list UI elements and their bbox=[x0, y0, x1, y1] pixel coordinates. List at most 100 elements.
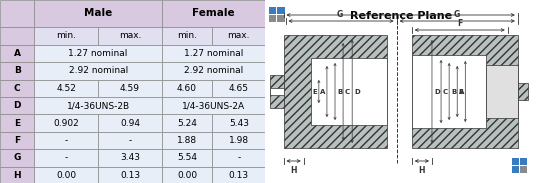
Text: B: B bbox=[337, 89, 343, 94]
Text: 5.43: 5.43 bbox=[229, 119, 249, 128]
Bar bbox=[162, 45, 265, 62]
Text: B: B bbox=[451, 89, 457, 94]
Bar bbox=[278, 15, 285, 22]
Bar bbox=[162, 167, 212, 183]
Bar bbox=[162, 0, 265, 27]
Text: E: E bbox=[458, 89, 463, 94]
Bar bbox=[212, 114, 265, 132]
Text: 1.27 nominal: 1.27 nominal bbox=[184, 49, 243, 58]
Text: H: H bbox=[13, 171, 21, 180]
Text: min.: min. bbox=[177, 31, 197, 40]
Bar bbox=[162, 27, 212, 45]
Text: 5.54: 5.54 bbox=[177, 153, 197, 162]
Text: 1.27 nominal: 1.27 nominal bbox=[69, 49, 128, 58]
Text: 4.52: 4.52 bbox=[56, 84, 76, 93]
Text: C: C bbox=[345, 89, 350, 94]
Text: 1.88: 1.88 bbox=[177, 136, 197, 145]
Bar bbox=[284, 35, 386, 148]
Bar bbox=[0, 27, 34, 45]
Text: 0.902: 0.902 bbox=[54, 119, 79, 128]
Text: Reference Plane: Reference Plane bbox=[349, 11, 452, 21]
Bar bbox=[270, 7, 277, 14]
Text: F: F bbox=[457, 19, 463, 28]
Bar bbox=[34, 27, 98, 45]
Text: G: G bbox=[13, 153, 21, 162]
Text: C: C bbox=[14, 84, 20, 93]
Bar bbox=[34, 149, 98, 167]
Text: C: C bbox=[443, 89, 448, 94]
Bar bbox=[0, 149, 34, 167]
Bar bbox=[270, 15, 277, 22]
Bar bbox=[0, 114, 34, 132]
Text: -: - bbox=[65, 136, 68, 145]
Bar bbox=[278, 7, 285, 14]
Text: Female: Female bbox=[192, 8, 235, 18]
Bar bbox=[34, 132, 98, 149]
Text: 3.43: 3.43 bbox=[120, 153, 140, 162]
Bar bbox=[518, 83, 528, 100]
Bar bbox=[0, 132, 34, 149]
Text: 2.92 nominal: 2.92 nominal bbox=[184, 66, 243, 75]
Text: D: D bbox=[434, 89, 440, 94]
Bar bbox=[34, 62, 162, 80]
Text: A: A bbox=[459, 89, 465, 94]
Bar bbox=[486, 65, 518, 118]
Bar bbox=[34, 97, 162, 114]
Text: Male: Male bbox=[84, 8, 113, 18]
Bar bbox=[512, 166, 519, 173]
Bar bbox=[34, 80, 98, 97]
Bar bbox=[162, 149, 212, 167]
Bar bbox=[270, 88, 284, 95]
Bar bbox=[162, 114, 212, 132]
Text: 0.00: 0.00 bbox=[177, 171, 197, 180]
Text: 4.59: 4.59 bbox=[120, 84, 140, 93]
Bar bbox=[212, 149, 265, 167]
Bar bbox=[0, 62, 34, 80]
Text: D: D bbox=[354, 89, 360, 94]
Text: H: H bbox=[291, 166, 297, 175]
Bar bbox=[34, 114, 98, 132]
Text: G: G bbox=[454, 10, 460, 19]
Text: A: A bbox=[319, 89, 325, 94]
Bar bbox=[212, 167, 265, 183]
Text: D: D bbox=[13, 101, 21, 110]
Text: 1/4-36UNS-2B: 1/4-36UNS-2B bbox=[66, 101, 130, 110]
Bar bbox=[412, 35, 518, 148]
Bar bbox=[162, 62, 265, 80]
Text: H: H bbox=[419, 166, 425, 175]
Bar bbox=[162, 97, 265, 114]
Text: F: F bbox=[14, 136, 20, 145]
Text: G: G bbox=[337, 10, 343, 19]
Bar bbox=[270, 75, 284, 108]
Bar bbox=[162, 80, 212, 97]
Bar bbox=[98, 167, 162, 183]
Text: min.: min. bbox=[56, 31, 76, 40]
Text: max.: max. bbox=[119, 31, 142, 40]
Text: 4.65: 4.65 bbox=[229, 84, 249, 93]
Text: 0.00: 0.00 bbox=[56, 171, 77, 180]
Text: 1/4-36UNS-2A: 1/4-36UNS-2A bbox=[182, 101, 245, 110]
Bar bbox=[212, 80, 265, 97]
Bar bbox=[98, 149, 162, 167]
Bar bbox=[98, 27, 162, 45]
Text: 0.94: 0.94 bbox=[120, 119, 140, 128]
Text: E: E bbox=[14, 119, 20, 128]
Text: B: B bbox=[14, 66, 21, 75]
Bar bbox=[0, 45, 34, 62]
Bar bbox=[34, 167, 98, 183]
Bar bbox=[520, 166, 527, 173]
Bar bbox=[512, 158, 519, 165]
Bar bbox=[0, 80, 34, 97]
Bar bbox=[0, 0, 34, 27]
Text: 0.13: 0.13 bbox=[120, 171, 140, 180]
Text: E: E bbox=[312, 89, 317, 94]
Bar bbox=[311, 58, 386, 125]
Text: 1.98: 1.98 bbox=[229, 136, 249, 145]
Text: -: - bbox=[237, 153, 241, 162]
Bar bbox=[412, 55, 486, 128]
Text: 5.24: 5.24 bbox=[177, 119, 197, 128]
Text: 2.92 nominal: 2.92 nominal bbox=[69, 66, 128, 75]
Bar bbox=[0, 97, 34, 114]
Bar bbox=[98, 132, 162, 149]
Bar bbox=[162, 132, 212, 149]
